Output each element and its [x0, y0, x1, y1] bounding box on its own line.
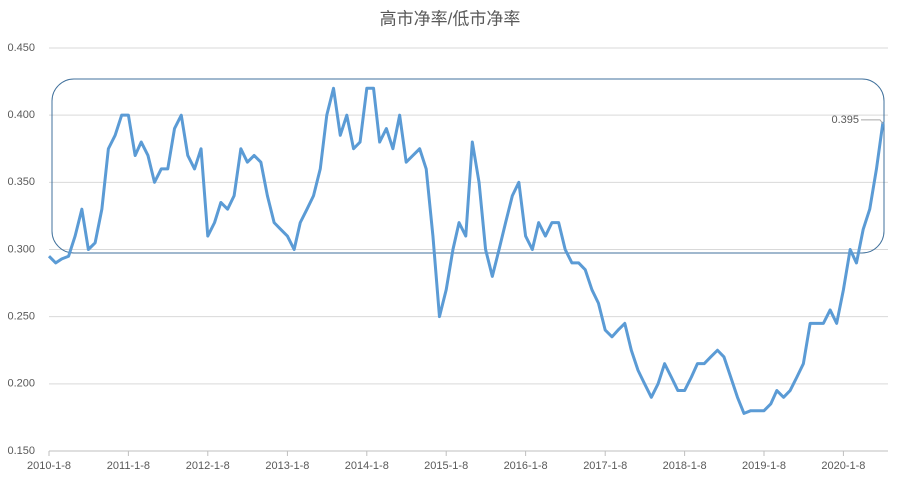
- y-tick-label: 0.150: [7, 445, 35, 457]
- x-tick-label: 2019-1-8: [742, 460, 786, 472]
- x-tick-label: 2011-1-8: [107, 460, 150, 472]
- y-tick-label: 0.300: [7, 243, 35, 255]
- label-leader: [860, 119, 884, 125]
- y-tick-label: 0.400: [7, 109, 35, 121]
- x-tick-label: 2016-1-8: [504, 460, 548, 472]
- x-tick-label: 2020-1-8: [821, 460, 865, 472]
- x-tick-label: 2017-1-8: [583, 460, 627, 472]
- y-tick-label: 0.250: [7, 311, 35, 323]
- y-tick-label: 0.350: [7, 176, 35, 188]
- x-tick-label: 2013-1-8: [265, 460, 309, 472]
- data-line: [47, 86, 885, 415]
- highlight-box: [51, 78, 885, 254]
- y-tick-label: 0.200: [7, 378, 35, 390]
- data-label: 0.395: [831, 114, 859, 126]
- chart-title: 高市净率/低市净率: [380, 9, 521, 28]
- x-tick-label: 2012-1-8: [186, 460, 230, 472]
- x-tick-label: 2018-1-8: [663, 460, 707, 472]
- x-tick-label: 2014-1-8: [345, 460, 389, 472]
- x-tick-label: 2015-1-8: [424, 460, 468, 472]
- x-tick-label: 2010-1-8: [27, 460, 71, 472]
- y-tick-label: 0.450: [7, 42, 35, 54]
